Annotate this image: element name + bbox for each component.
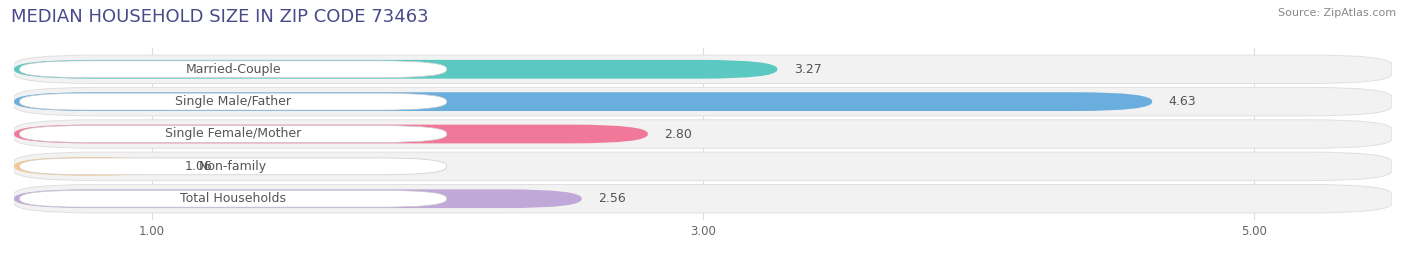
FancyBboxPatch shape: [14, 120, 1392, 148]
FancyBboxPatch shape: [14, 184, 1392, 213]
FancyBboxPatch shape: [20, 126, 447, 142]
Text: 2.56: 2.56: [599, 192, 626, 205]
FancyBboxPatch shape: [14, 92, 1152, 111]
FancyBboxPatch shape: [20, 61, 447, 78]
Text: 4.63: 4.63: [1168, 95, 1197, 108]
Text: 2.80: 2.80: [665, 128, 692, 140]
FancyBboxPatch shape: [14, 87, 1392, 116]
Text: Married-Couple: Married-Couple: [186, 63, 281, 76]
FancyBboxPatch shape: [14, 189, 582, 208]
Text: 3.27: 3.27: [794, 63, 821, 76]
Text: Total Households: Total Households: [180, 192, 287, 205]
FancyBboxPatch shape: [14, 60, 778, 79]
Text: 1.06: 1.06: [186, 160, 212, 173]
FancyBboxPatch shape: [14, 55, 1392, 84]
FancyBboxPatch shape: [20, 93, 447, 110]
FancyBboxPatch shape: [20, 158, 447, 175]
Text: Non-family: Non-family: [200, 160, 267, 173]
Text: MEDIAN HOUSEHOLD SIZE IN ZIP CODE 73463: MEDIAN HOUSEHOLD SIZE IN ZIP CODE 73463: [11, 8, 429, 26]
Text: Source: ZipAtlas.com: Source: ZipAtlas.com: [1278, 8, 1396, 18]
FancyBboxPatch shape: [14, 152, 1392, 181]
Text: Single Female/Mother: Single Female/Mother: [165, 128, 301, 140]
FancyBboxPatch shape: [14, 125, 648, 143]
FancyBboxPatch shape: [20, 190, 447, 207]
FancyBboxPatch shape: [14, 157, 169, 176]
Text: Single Male/Father: Single Male/Father: [176, 95, 291, 108]
